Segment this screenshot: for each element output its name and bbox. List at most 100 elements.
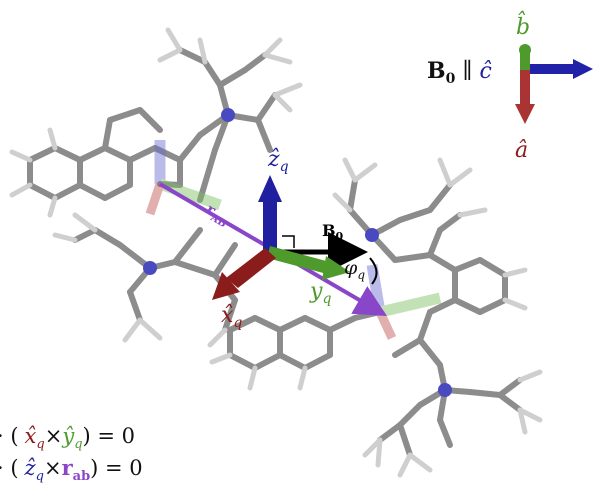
hydrogen-bond (247, 365, 258, 391)
carbon-bond (302, 315, 333, 333)
carbon-bond (152, 145, 183, 163)
y-q-label: yq (309, 279, 331, 307)
z-q-vector (258, 175, 282, 252)
carbon-bond (427, 182, 453, 213)
carbon-bond (255, 117, 273, 153)
carbon-bond (347, 177, 358, 213)
carbon-bond (217, 67, 248, 88)
carbon-bond (327, 315, 358, 333)
carbon-bond (352, 309, 383, 321)
hydrogen-bond (207, 327, 228, 348)
carbon-bond (102, 117, 113, 151)
hydrogen-bond (262, 37, 283, 58)
carbon-bond (437, 212, 463, 233)
hydrogen-bond (137, 317, 163, 341)
carbon-bond (227, 315, 258, 333)
hydrogen-bond (262, 52, 293, 65)
spin-frame-a (145, 140, 222, 216)
hydrogen-bond (502, 267, 528, 278)
carbon-bond (137, 107, 163, 133)
hydrogen-bond (352, 162, 378, 183)
carbon-bond (52, 145, 83, 163)
x-q-vector (212, 248, 276, 300)
carbon-bond (242, 52, 268, 73)
carbon-bond (177, 132, 203, 163)
b0-parallel-c-label: B0 ∥ ĉ (427, 58, 492, 87)
a-hat-label: â (515, 138, 528, 163)
y-q-vector (267, 246, 350, 280)
carbon-bond (417, 337, 443, 368)
hydrogen-bond (407, 452, 433, 473)
nitrogen-atom (143, 261, 157, 275)
hydrogen-bond (197, 37, 208, 65)
carbon-bond (27, 182, 58, 201)
hydrogen-bond (272, 82, 303, 98)
carbon-bond (497, 377, 523, 398)
hydrogen-bond (209, 352, 233, 365)
carbon-bond (417, 309, 433, 343)
hydrogen-bond (272, 92, 293, 113)
carbon-bond (427, 227, 443, 258)
hydrogen-bond (437, 157, 453, 188)
carbon-bond (77, 145, 108, 163)
hydrogen-bond (165, 27, 183, 53)
carbon-bond (102, 145, 133, 163)
hydrogen-bond (9, 149, 33, 163)
nitrogen-atom (221, 108, 235, 122)
carbon-bond (172, 227, 203, 265)
hydrogen-bond (157, 47, 183, 63)
molecule-bonds (27, 47, 523, 458)
equation-1: · (x̂q×ŷq) = 0 (0, 424, 135, 452)
nitrogen-atoms (143, 108, 452, 397)
carbon-bond (127, 289, 143, 323)
carbon-bond (52, 182, 83, 201)
carbon-bond (107, 107, 143, 123)
hydrogen-bond (332, 192, 353, 213)
phi-q-arc (369, 257, 378, 285)
carbon-bond (397, 402, 423, 428)
hydrogen-bond (72, 212, 98, 233)
carbon-bond (397, 422, 413, 458)
right-angle-marker (282, 235, 295, 248)
hydrogen-bond (342, 157, 358, 183)
nitrogen-atom (365, 228, 379, 242)
carbon-bond (437, 417, 453, 448)
hydrogen-bond (517, 407, 543, 423)
carbon-bond (302, 352, 333, 371)
carbon-bond (102, 182, 133, 201)
carbon-bond (377, 422, 403, 443)
carbon-bond (277, 352, 308, 371)
phi-q-label: φq (344, 257, 365, 282)
carbon-bond (127, 145, 158, 163)
x-q-label: x̂q (221, 303, 242, 331)
carbon-bond (227, 352, 258, 371)
hydrogen-bond (457, 207, 488, 218)
carbon-bond (27, 145, 58, 163)
hydrogen-bond (517, 407, 528, 435)
carbon-bond (477, 297, 508, 315)
hydrogen-bond (397, 452, 413, 478)
b0-label: B0 (322, 221, 344, 243)
spin-frame-b (366, 264, 442, 340)
z-q-label: ẑq (267, 147, 289, 175)
carbon-bond (452, 297, 483, 315)
carbon-bond (222, 297, 238, 333)
carbon-bond (77, 182, 108, 201)
molecule-hydrogen-bonds (9, 27, 543, 478)
carbon-bond (392, 252, 433, 263)
hydrogen-bond (47, 195, 58, 218)
hydrogen-bond (375, 437, 383, 468)
carbon-bond (427, 252, 458, 273)
carbon-bond (452, 257, 483, 273)
carbon-bond (197, 147, 218, 203)
hydrogen-bond (52, 232, 78, 243)
carbon-bond (255, 92, 278, 123)
carbon-bond (202, 59, 223, 88)
b-hat-label: b̂ (516, 11, 530, 40)
carbon-bond (467, 389, 503, 398)
carbon-bond (177, 47, 208, 65)
carbon-bond (252, 315, 283, 333)
hydrogen-bond (9, 182, 33, 198)
